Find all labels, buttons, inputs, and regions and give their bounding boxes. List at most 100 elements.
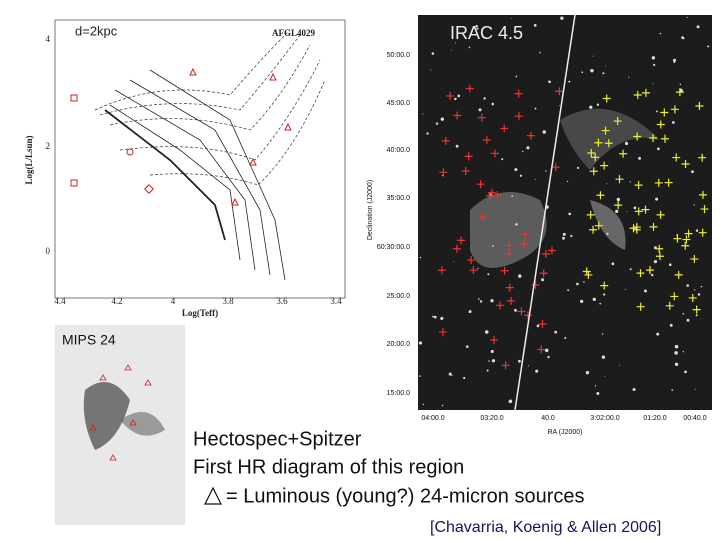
star: [562, 236, 565, 240]
caption-line: Hectospec+Spitzer: [193, 428, 362, 450]
star: [535, 369, 539, 373]
star: [605, 183, 607, 185]
star: [448, 372, 452, 376]
star: [624, 141, 629, 146]
yellow-source: [670, 105, 679, 114]
yellow-source: [604, 139, 613, 148]
red-source: [514, 112, 523, 121]
red-source: [520, 240, 529, 249]
star: [477, 298, 480, 300]
yellow-source: [700, 205, 709, 214]
star: [686, 284, 690, 287]
star: [606, 232, 609, 235]
dec-tick-label: 35:00.0: [387, 195, 410, 202]
red-source: [514, 89, 523, 98]
yellow-source: [602, 94, 611, 103]
star: [476, 27, 479, 30]
star: [483, 97, 486, 100]
red-source: [469, 266, 478, 275]
red-source: [495, 301, 504, 310]
star: [491, 102, 495, 106]
star: [583, 281, 585, 283]
star: [619, 364, 620, 366]
red-source: [551, 163, 560, 172]
dec-tick-label: 20:00.0: [387, 341, 410, 348]
yellow-source: [656, 120, 665, 129]
yellow-source: [586, 210, 595, 219]
star: [418, 341, 423, 345]
star: [547, 355, 550, 359]
star: [419, 375, 421, 377]
yellow-source: [695, 101, 704, 110]
mips-nebula: [83, 382, 130, 450]
yellow-source: [594, 221, 603, 230]
star: [545, 170, 547, 172]
yellow-source: [589, 167, 598, 176]
star: [653, 63, 656, 67]
star: [542, 130, 546, 134]
star: [589, 105, 593, 109]
yellow-source: [591, 153, 600, 162]
isochrones: [94, 29, 326, 186]
star: [426, 132, 429, 135]
red-source: [482, 135, 491, 144]
star: [518, 274, 522, 278]
star: [653, 260, 658, 264]
star: [450, 49, 452, 51]
star: [518, 359, 521, 363]
star: [603, 293, 606, 296]
star: [468, 310, 472, 314]
star: [652, 83, 654, 85]
yellow-source: [684, 229, 693, 238]
star: [673, 61, 676, 64]
star: [515, 223, 518, 226]
yellow-source: [698, 153, 707, 162]
yellow-source: [582, 267, 591, 276]
yellow-source: [619, 149, 628, 158]
dec-tick-label: 50:00.0: [387, 52, 410, 59]
star: [419, 256, 422, 259]
yellow-source: [681, 160, 690, 169]
yellow-source: [655, 252, 664, 261]
stars: [418, 16, 710, 407]
star: [478, 108, 482, 112]
star: [590, 69, 594, 73]
star: [684, 370, 687, 374]
star: [686, 318, 690, 322]
irac-background: [418, 15, 712, 410]
x-tick-label: 3.4: [330, 296, 342, 306]
star: [465, 345, 469, 349]
yellow-source: [600, 281, 609, 290]
star: [615, 209, 619, 214]
red-source: [500, 124, 509, 133]
star: [669, 323, 673, 327]
red-source: [539, 269, 548, 278]
red-source: [501, 361, 510, 370]
star: [695, 314, 698, 317]
star: [422, 403, 425, 406]
star: [616, 197, 621, 202]
dec-tick-label: 25:00.0: [387, 293, 410, 300]
mips-label: MIPS 24: [62, 332, 116, 348]
star: [694, 388, 696, 390]
dec-title: Declination (J2000): [367, 180, 374, 240]
star: [522, 150, 524, 153]
star: [544, 348, 549, 353]
yellow-source: [600, 161, 609, 170]
y-tick-label: 4: [46, 34, 51, 44]
star: [657, 147, 660, 151]
star: [568, 212, 572, 216]
yellow-source: [636, 269, 645, 278]
red-source: [465, 84, 474, 93]
star: [696, 25, 700, 29]
y-tick-label: 2: [46, 141, 51, 151]
yellow-source: [670, 292, 679, 301]
yellow-source: [636, 302, 645, 311]
star: [674, 351, 678, 355]
star: [491, 359, 496, 363]
star: [611, 262, 615, 266]
red-source: [524, 311, 533, 320]
yellow-source: [594, 138, 603, 147]
star: [691, 170, 694, 174]
divider-line: [514, 14, 576, 411]
